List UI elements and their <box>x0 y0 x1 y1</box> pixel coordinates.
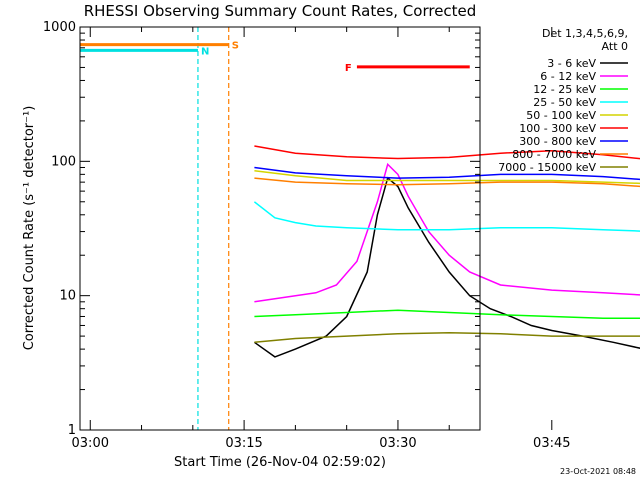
legend-entry: 800 - 7000 keV <box>512 148 596 161</box>
y-tick-label: 1000 <box>43 20 76 35</box>
flag-label-F: F <box>345 63 352 74</box>
series-line-5 <box>254 145 640 160</box>
generated-timestamp: 23-Oct-2021 08:48 <box>560 467 636 476</box>
instrument-state-lines <box>197 27 230 430</box>
plot-frame <box>79 26 481 431</box>
flag-bars: N S F <box>80 41 470 74</box>
y-tick-label: 100 <box>51 154 76 169</box>
y-axis-label: Corrected Count Rate (s⁻¹ detector⁻¹) <box>22 106 37 351</box>
x-tick-label: 03:00 <box>72 436 109 451</box>
series-line-1 <box>254 162 640 303</box>
y-tick-label: 10 <box>59 289 76 304</box>
series-line-7 <box>254 177 640 188</box>
legend-entry: 300 - 800 keV <box>519 135 596 148</box>
y-axis-ticks: 1 10 100 1000 <box>43 20 480 438</box>
legend-entry: 50 - 100 keV <box>526 109 596 122</box>
x-axis-label: Start Time (26-Nov-04 02:59:02) <box>174 455 386 470</box>
flag-label-N: N <box>201 46 209 57</box>
legend-header-line-2: Att 0 <box>602 40 628 53</box>
legend-entry: 100 - 300 keV <box>519 122 596 135</box>
legend-entry: 12 - 25 keV <box>533 83 596 96</box>
series-line-4 <box>254 170 640 185</box>
y-tick-label: 1 <box>68 423 76 438</box>
x-tick-label: 03:45 <box>533 436 570 451</box>
series-line-6 <box>254 166 640 181</box>
series-lines <box>253 145 640 358</box>
legend-entry: 3 - 6 keV <box>547 57 596 70</box>
legend-header-line-1: Det 1,3,4,5,6,9, <box>542 27 628 40</box>
legend-entry: 6 - 12 keV <box>540 70 596 83</box>
x-tick-label: 03:15 <box>225 436 262 451</box>
legend-entry: 7000 - 15000 keV <box>498 161 596 174</box>
series-line-0 <box>253 176 640 358</box>
x-tick-label: 03:30 <box>379 436 416 451</box>
chart-title: RHESSI Observing Summary Count Rates, Co… <box>84 2 477 20</box>
series-line-2 <box>254 309 640 319</box>
series-line-3 <box>253 201 640 232</box>
flag-label-S: S <box>232 41 239 52</box>
series-line-8 <box>254 331 640 344</box>
legend-entry: 25 - 50 keV <box>533 96 596 109</box>
